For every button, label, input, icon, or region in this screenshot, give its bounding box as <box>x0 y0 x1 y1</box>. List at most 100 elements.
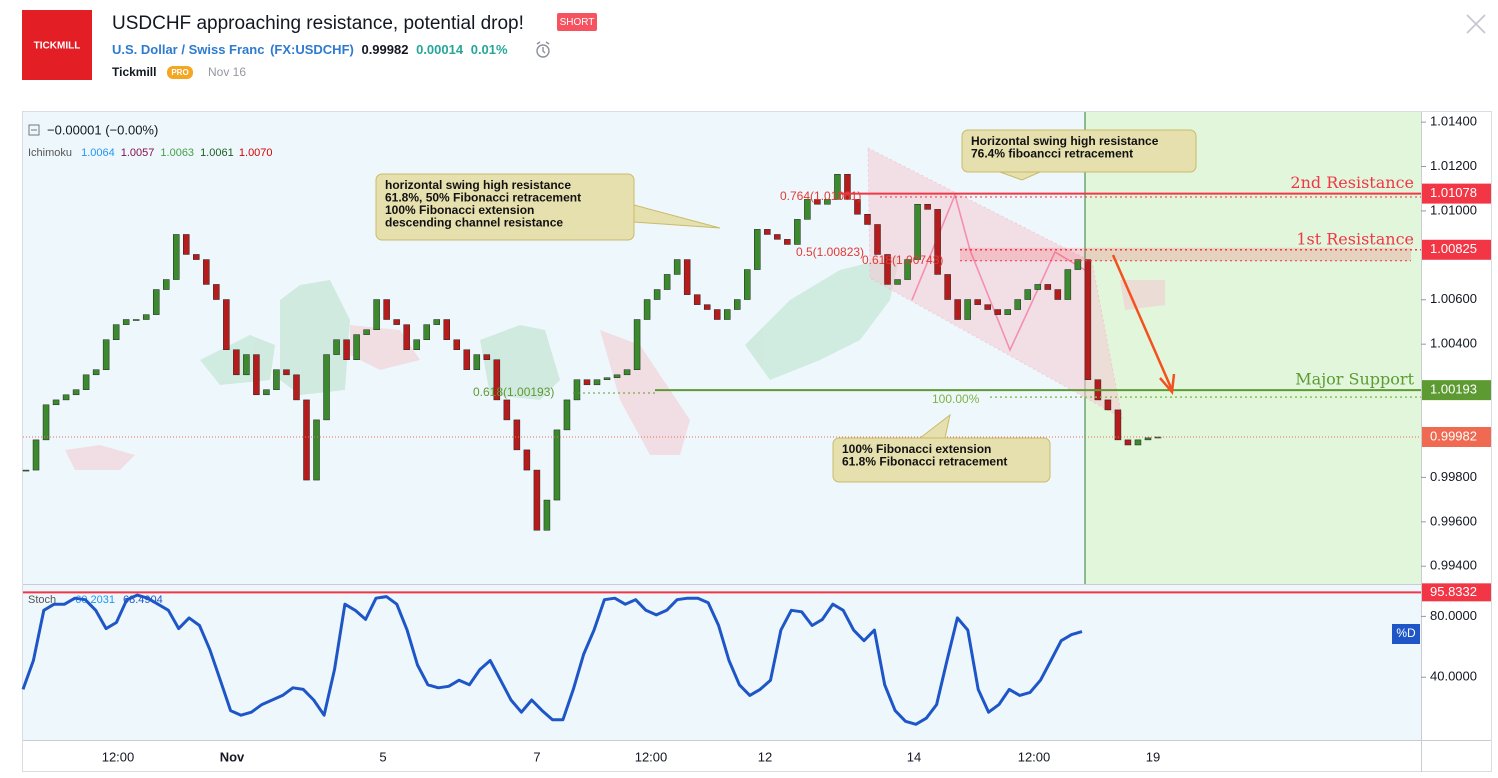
candle <box>323 354 330 421</box>
candle <box>563 399 571 431</box>
candle <box>503 399 511 421</box>
symbol-name[interactable]: U.S. Dollar / Swiss Franc <box>112 42 264 57</box>
candle <box>253 354 260 396</box>
candle <box>673 259 681 275</box>
x-tick-label: 7 <box>533 749 540 764</box>
candle <box>583 379 591 386</box>
candle <box>603 377 611 380</box>
candle <box>633 319 641 370</box>
candle <box>934 209 941 275</box>
candle <box>373 299 380 330</box>
annotation-text: 61.8% Fibonacci retracement <box>842 455 1007 469</box>
legend-change: −0.00001 (−0.00%) <box>47 122 158 137</box>
pro-badge-text: PRO <box>171 68 188 77</box>
level-tag-text: 1.00193 <box>1430 382 1477 397</box>
close-button[interactable] <box>1466 14 1486 34</box>
level-tag <box>1422 239 1491 260</box>
candle <box>443 319 450 340</box>
level-tag <box>1422 183 1491 204</box>
candle <box>142 314 150 320</box>
change: 0.00014 <box>416 42 464 57</box>
candle <box>543 499 551 531</box>
candle <box>744 269 751 300</box>
candle <box>403 324 410 350</box>
candle <box>293 374 300 401</box>
alert-icon[interactable] <box>536 41 550 58</box>
candle <box>173 234 180 280</box>
current-price-tag <box>1422 426 1491 447</box>
candle <box>723 309 731 320</box>
candle <box>383 299 390 320</box>
candle <box>774 234 781 240</box>
annotation-box <box>832 437 1051 483</box>
level-name: Major Support <box>1295 370 1414 389</box>
date: Nov 16 <box>208 65 246 79</box>
y-tick-label: 0.99600 <box>1430 513 1477 528</box>
candle <box>132 319 140 321</box>
candle <box>122 319 130 325</box>
candle <box>663 274 671 290</box>
candle <box>834 174 841 200</box>
fib-label: 0.618(1.00743) <box>862 253 943 267</box>
ichimoku-value: 1.0057 <box>121 147 155 159</box>
candle <box>623 369 631 376</box>
symbol[interactable]: (FX:USDCHF) <box>270 42 354 57</box>
candle <box>473 354 481 370</box>
candle <box>1044 284 1052 290</box>
candle <box>193 254 200 260</box>
candle <box>1024 289 1032 300</box>
annotation-text: 100% Fibonacci extension <box>842 442 991 456</box>
stoch-tick-label: 40.0000 <box>1430 669 1477 684</box>
ichimoku-value: 1.0064 <box>81 147 115 159</box>
ichimoku-value: 1.0061 <box>200 147 234 159</box>
candle <box>894 279 901 285</box>
candle <box>453 339 461 350</box>
level-name: 2nd Resistance <box>1290 173 1414 192</box>
x-tick-label: 12:00 <box>635 749 668 764</box>
fib-label: 0.764(1.01061) <box>780 189 861 203</box>
candle <box>72 389 80 396</box>
candle <box>954 299 961 320</box>
candle <box>984 304 991 310</box>
marks <box>22 174 1421 531</box>
candle <box>283 369 290 376</box>
x-tick-label: Nov <box>220 749 245 764</box>
logo[interactable] <box>22 10 92 80</box>
stoch-name: Stoch <box>28 594 56 606</box>
swing-arrows <box>911 192 1086 353</box>
candle <box>42 404 50 441</box>
candle <box>1004 309 1011 315</box>
x-tick-label: 5 <box>379 749 386 764</box>
candle <box>703 304 711 310</box>
change-pct: 0.01% <box>471 42 508 57</box>
author[interactable]: Tickmill <box>112 65 156 79</box>
candle <box>263 389 270 396</box>
candle <box>413 339 420 350</box>
candle <box>874 224 881 255</box>
candle <box>1144 437 1152 441</box>
candle <box>784 239 791 245</box>
candle <box>814 199 821 205</box>
candle <box>483 354 491 360</box>
price: 0.99982 <box>361 42 408 57</box>
candle <box>493 359 501 401</box>
d-tag <box>1392 624 1420 644</box>
candle <box>433 319 440 325</box>
level-tag-text: 1.00825 <box>1430 241 1477 256</box>
stoch-level-tag <box>1422 583 1491 602</box>
candle <box>1064 269 1072 300</box>
x-tick-label: 12:00 <box>102 749 135 764</box>
annotation-text: 76.4% fiboancci retracement <box>971 147 1133 161</box>
candle <box>423 324 430 340</box>
candle <box>203 259 210 285</box>
candle <box>794 219 801 245</box>
candle <box>884 254 891 285</box>
candle <box>964 299 971 320</box>
target-zone <box>1085 112 1421 584</box>
y-tick-label: 1.00400 <box>1430 336 1477 351</box>
candle <box>513 419 521 451</box>
collapse-icon[interactable] <box>28 124 40 136</box>
candle <box>593 379 601 386</box>
stoch-k: 60.2031 <box>75 594 115 606</box>
